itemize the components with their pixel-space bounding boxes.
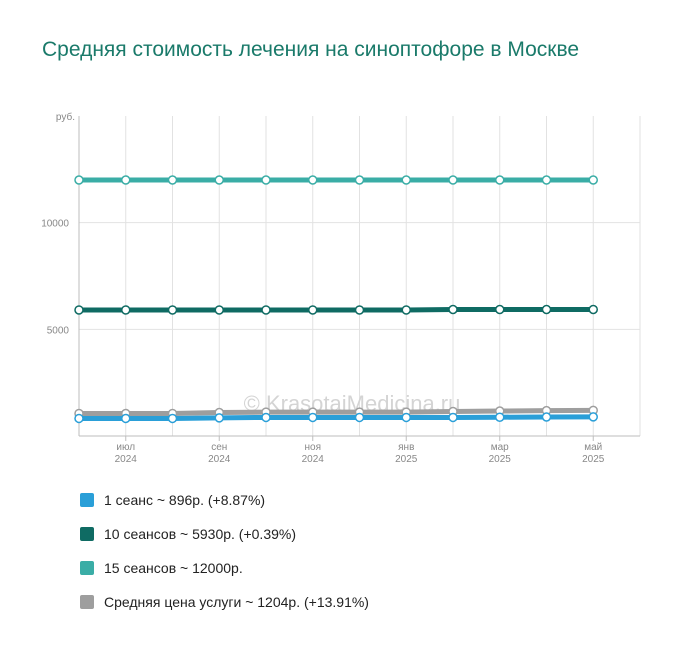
x-tick-month-label: ноя xyxy=(305,442,322,453)
data-point xyxy=(401,412,411,423)
x-tick-year-label: 2025 xyxy=(395,454,418,465)
data-point xyxy=(541,175,552,185)
series-lines xyxy=(74,175,598,424)
data-point xyxy=(495,175,505,185)
legend-item-10-sessions[interactable]: 10 сеансов ~ 5930р. (+0.39%) xyxy=(80,517,369,551)
legend-swatch xyxy=(80,561,94,575)
data-point xyxy=(214,305,224,315)
legend-label: 10 сеансов ~ 5930р. (+0.39%) xyxy=(104,526,297,542)
series-3 xyxy=(74,175,598,185)
legend-item-average-price[interactable]: Средняя цена услуги ~ 1204р. (+13.91%) xyxy=(80,585,369,619)
data-point xyxy=(541,412,552,422)
x-tick-month-label: янв xyxy=(398,442,414,453)
legend-swatch xyxy=(80,493,94,507)
legend-item-1-session[interactable]: 1 сеанс ~ 896р. (+8.87%) xyxy=(80,483,369,517)
x-axis-ticks: июл2024сен2024ноя2024янв2025мар2025май20… xyxy=(115,436,605,465)
legend-label: 15 сеансов ~ 12000р. xyxy=(104,560,243,576)
y-axis-ticks: 5000 10000 xyxy=(41,219,69,337)
series-1 xyxy=(74,412,598,424)
data-point xyxy=(354,175,365,185)
data-point xyxy=(214,175,224,185)
data-point xyxy=(121,305,131,315)
y-tick-label: 10000 xyxy=(41,219,69,230)
data-point xyxy=(261,412,271,423)
chart-title: Средняя стоимость лечения на синоптофоре… xyxy=(42,38,580,61)
data-point xyxy=(448,304,458,315)
legend-label: Средняя цена услуги ~ 1204р. (+13.91%) xyxy=(104,594,369,610)
data-point xyxy=(261,305,271,315)
data-point xyxy=(588,412,598,422)
x-tick-year-label: 2024 xyxy=(302,454,325,465)
data-point xyxy=(167,413,178,424)
data-point xyxy=(167,175,178,185)
data-point xyxy=(74,305,84,315)
x-tick-year-label: 2024 xyxy=(115,454,138,465)
data-point xyxy=(74,413,84,424)
y-axis-unit-label: руб. xyxy=(56,111,75,123)
data-point xyxy=(448,175,458,185)
data-point xyxy=(308,175,318,185)
data-point xyxy=(401,305,411,315)
data-point xyxy=(261,175,271,185)
data-point xyxy=(354,412,365,423)
data-point xyxy=(308,305,318,315)
x-tick-year-label: 2025 xyxy=(582,454,605,465)
legend-label: 1 сеанс ~ 896р. (+8.87%) xyxy=(104,492,266,508)
data-point xyxy=(74,175,84,185)
series-2 xyxy=(74,304,598,315)
data-point xyxy=(495,412,505,422)
data-point xyxy=(121,413,131,424)
data-point xyxy=(588,175,598,185)
data-point xyxy=(354,305,365,315)
legend-item-15-sessions[interactable]: 15 сеансов ~ 12000р. xyxy=(80,551,369,585)
data-point xyxy=(121,175,131,185)
data-point xyxy=(448,412,458,423)
data-point xyxy=(495,304,505,315)
legend: 1 сеанс ~ 896р. (+8.87%) 10 сеансов ~ 59… xyxy=(80,483,369,619)
grid xyxy=(78,116,641,437)
x-tick-year-label: 2025 xyxy=(489,454,512,465)
data-point xyxy=(308,412,318,423)
data-point xyxy=(167,305,178,315)
data-point xyxy=(214,413,224,423)
x-tick-month-label: июл xyxy=(116,442,135,453)
data-point xyxy=(541,304,552,315)
x-tick-month-label: мар xyxy=(491,442,509,453)
x-tick-month-label: сен xyxy=(211,442,227,453)
legend-swatch xyxy=(80,527,94,541)
series-line xyxy=(76,414,596,421)
y-tick-label: 5000 xyxy=(47,325,70,336)
x-tick-month-label: май xyxy=(584,442,602,453)
legend-swatch xyxy=(80,595,94,609)
data-point xyxy=(401,175,411,185)
x-tick-year-label: 2024 xyxy=(208,454,231,465)
data-point xyxy=(588,304,598,315)
series-line xyxy=(76,407,596,416)
